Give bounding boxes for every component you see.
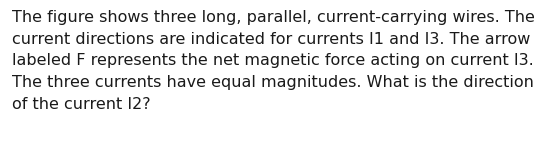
Text: The figure shows three long, parallel, current-carrying wires. The
current direc: The figure shows three long, parallel, c… xyxy=(12,10,535,112)
